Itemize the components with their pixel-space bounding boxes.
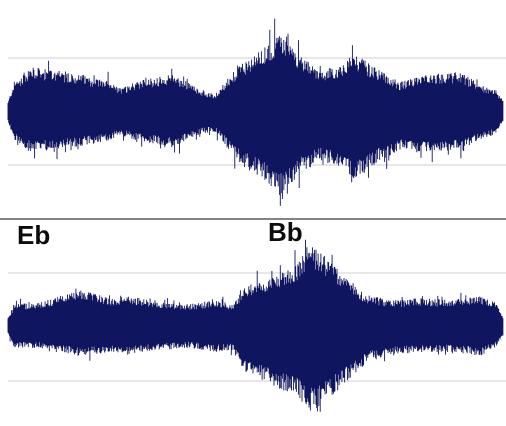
waveform-body — [8, 275, 503, 379]
waveform-track-top[interactable] — [7, 18, 506, 206]
waveform-track-bottom[interactable] — [7, 239, 506, 412]
chord-marker-bb: Bb — [268, 217, 303, 247]
waveform-body — [8, 63, 503, 164]
chord-marker-eb: Eb — [17, 220, 51, 250]
